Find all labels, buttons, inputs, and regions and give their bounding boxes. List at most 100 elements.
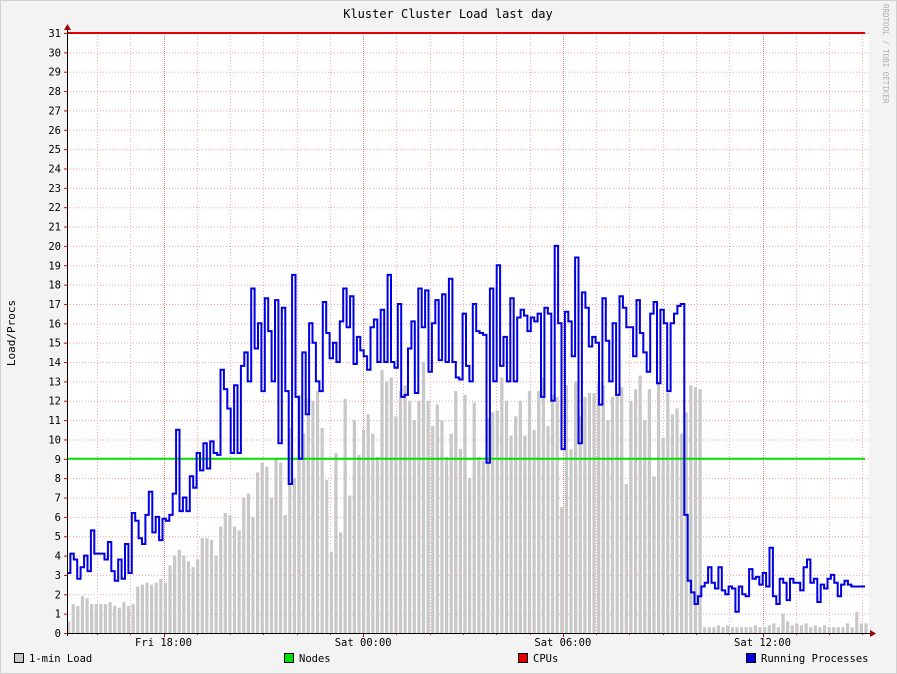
- load-bar: [173, 555, 177, 633]
- load-bar: [546, 425, 550, 633]
- y-tick-label: 7: [55, 493, 61, 505]
- load-bar: [749, 627, 753, 633]
- load-bar: [389, 377, 393, 633]
- load-bar: [500, 377, 504, 633]
- load-bar: [832, 627, 836, 633]
- legend-label-running-processes: Running Processes: [761, 653, 868, 665]
- load-bar: [159, 578, 163, 633]
- load-bar: [855, 611, 859, 633]
- load-bar: [477, 456, 481, 633]
- load-bar: [597, 381, 601, 633]
- load-bar: [440, 420, 444, 633]
- load-bar: [822, 625, 827, 633]
- load-bar: [647, 389, 651, 633]
- load-bar: [454, 391, 458, 633]
- load-bar: [449, 433, 453, 633]
- load-bar: [532, 429, 536, 633]
- load-bar: [251, 516, 255, 633]
- chart-title: Kluster Cluster Load last day: [343, 7, 553, 21]
- load-bar: [126, 605, 131, 633]
- load-bar: [458, 449, 463, 633]
- series-line-running-processes: [67, 244, 865, 613]
- y-tick-label: 31: [48, 28, 61, 40]
- legend-label-1-min-load: 1-min Load: [29, 653, 92, 665]
- load-bar: [675, 408, 679, 633]
- rrdtool-watermark: RRDTOOL / TOBI OETIKER: [881, 4, 890, 104]
- load-bar: [398, 391, 403, 633]
- load-bar: [371, 433, 375, 633]
- load-bar: [343, 398, 347, 633]
- x-tick-label: Sat 06:00: [534, 637, 591, 649]
- load-bar: [366, 414, 370, 633]
- load-bar: [283, 514, 287, 633]
- y-tick-label: 10: [48, 434, 61, 446]
- load-bar: [468, 478, 472, 633]
- load-bar: [864, 623, 868, 633]
- load-bar: [809, 627, 813, 633]
- load-bar: [196, 559, 200, 633]
- load-bar: [325, 480, 329, 633]
- load-bar: [288, 427, 292, 633]
- load-bar: [163, 582, 168, 633]
- load-bar: [574, 381, 578, 633]
- load-bar: [311, 400, 315, 633]
- load-bar: [255, 472, 260, 633]
- load-bar: [394, 416, 398, 633]
- load-bar: [131, 603, 135, 633]
- load-bar: [117, 607, 121, 633]
- load-bar: [265, 466, 269, 633]
- y-tick-label: 25: [48, 144, 61, 156]
- load-bar: [71, 603, 75, 633]
- load-bar: [859, 623, 864, 633]
- load-bar: [186, 561, 191, 633]
- y-tick-label: 28: [48, 86, 61, 98]
- load-bar: [776, 627, 781, 633]
- load-bar: [504, 400, 509, 633]
- y-tick-label: 11: [48, 415, 61, 427]
- load-bar: [652, 476, 656, 633]
- y-tick-label: 4: [55, 551, 61, 563]
- load-bar: [762, 627, 767, 633]
- load-bar: [108, 602, 112, 633]
- y-tick-label: 2: [55, 589, 61, 601]
- load-bar: [246, 493, 250, 633]
- legend-swatch-1-min-load: [14, 653, 24, 663]
- load-bar: [795, 623, 799, 633]
- load-bar: [716, 625, 721, 633]
- load-bar: [564, 385, 569, 633]
- load-bar: [790, 625, 794, 633]
- y-axis-label: Load/Procs: [5, 300, 18, 366]
- load-bar: [666, 393, 670, 633]
- load-bar: [753, 625, 757, 633]
- load-bar: [841, 627, 845, 633]
- load-bar: [182, 555, 186, 633]
- legend-label-cpus: CPUs: [533, 653, 558, 665]
- load-bar: [90, 603, 94, 633]
- y-tick-label: 16: [48, 318, 61, 330]
- y-tick-label: 30: [48, 47, 61, 59]
- load-bar: [569, 449, 573, 633]
- load-bar: [707, 627, 711, 633]
- load-bar: [680, 433, 684, 633]
- load-bar: [260, 462, 264, 633]
- load-bar: [744, 627, 748, 633]
- load-bar: [509, 435, 513, 633]
- load-bar: [735, 627, 739, 633]
- load-bar: [537, 391, 541, 633]
- load-bar: [279, 462, 283, 633]
- load-bar: [140, 584, 144, 633]
- load-bar: [670, 414, 675, 633]
- load-bar: [712, 627, 716, 633]
- load-bar: [629, 400, 633, 633]
- load-bar: [555, 396, 559, 633]
- load-bar: [292, 478, 297, 633]
- y-tick-label: 5: [55, 531, 61, 543]
- load-bar: [113, 605, 117, 633]
- y-tick-label: 23: [48, 183, 61, 195]
- load-bar: [730, 627, 734, 633]
- y-tick-label: 6: [55, 512, 61, 524]
- load-bar: [610, 396, 615, 633]
- load-bar: [518, 400, 522, 633]
- load-bar: [527, 391, 532, 633]
- load-bar: [786, 621, 790, 633]
